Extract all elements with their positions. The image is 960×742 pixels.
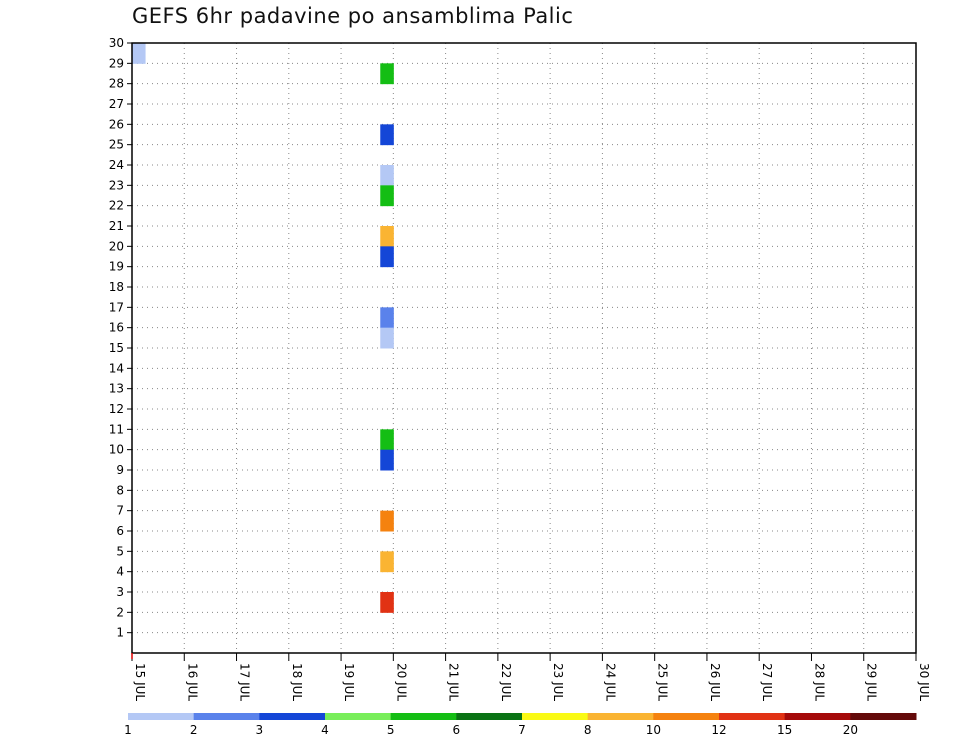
colorbar-segment	[325, 713, 392, 720]
x-tick-label: 17 JUL	[238, 663, 252, 701]
precip-cell	[380, 124, 394, 146]
y-tick-label: 14	[109, 361, 124, 375]
colorbar-segment	[456, 713, 523, 720]
x-tick-label: 27 JUL	[760, 663, 774, 701]
colorbar-segment	[784, 713, 851, 720]
precip-cell	[380, 551, 394, 573]
colorbar-segment	[587, 713, 654, 720]
colorbar-label: 4	[321, 723, 329, 737]
colorbar-segment	[719, 713, 786, 720]
x-tick-label: 19 JUL	[342, 663, 356, 701]
colorbar-label: 7	[518, 723, 526, 737]
y-tick-label: 5	[116, 544, 124, 558]
y-tick-label: 9	[116, 463, 124, 477]
y-tick-label: 3	[116, 585, 124, 599]
precip-cell	[132, 43, 146, 64]
y-tick-label: 30	[109, 36, 124, 50]
y-tick-label: 12	[109, 402, 124, 416]
x-tick-label: 18 JUL	[290, 663, 304, 701]
precip-cell	[380, 327, 394, 349]
y-axis-ticks: 1234567891011121314151617181920212223242…	[109, 36, 132, 640]
grid-lines	[132, 43, 916, 653]
precip-cell	[380, 449, 394, 471]
precip-cell	[380, 307, 394, 329]
x-tick-label: 16 JUL	[185, 663, 199, 701]
y-tick-label: 28	[109, 77, 124, 91]
y-tick-label: 10	[109, 443, 124, 457]
y-tick-label: 26	[109, 117, 124, 131]
y-tick-label: 20	[109, 239, 124, 253]
y-tick-label: 13	[109, 382, 124, 396]
y-tick-label: 16	[109, 321, 124, 335]
y-tick-label: 27	[109, 97, 124, 111]
y-tick-label: 11	[109, 422, 124, 436]
plot-frame	[131, 42, 917, 654]
y-tick-label: 4	[116, 565, 124, 579]
y-tick-label: 15	[109, 341, 124, 355]
y-tick-label: 8	[116, 483, 124, 497]
y-tick-label: 23	[109, 178, 124, 192]
x-axis-ticks: 15 JUL 16 JUL 17 JUL 18 JUL 19 JUL 20 JUL 21 J…	[131, 653, 931, 701]
y-tick-label: 2	[116, 605, 124, 619]
colorbar-label: 20	[843, 723, 858, 737]
colorbar-label: 3	[256, 723, 264, 737]
y-tick-label: 7	[116, 504, 124, 518]
precip-cell	[380, 429, 394, 451]
chart-title: GEFS 6hr padavine po ansamblima Palic	[132, 4, 574, 28]
colorbar-segment	[522, 713, 589, 720]
colorbar-segment	[390, 713, 457, 720]
precip-cell	[380, 185, 394, 207]
x-tick-label: 22 JUL	[499, 663, 513, 701]
y-tick-label: 6	[116, 524, 124, 538]
y-tick-label: 29	[109, 56, 124, 70]
colorbar-label: 5	[387, 723, 395, 737]
colorbar-label: 1	[124, 723, 132, 737]
y-tick-label: 25	[109, 138, 124, 152]
colorbar-label: 12	[711, 723, 726, 737]
colorbar-label: 10	[646, 723, 661, 737]
colorbar-legend: 1 2 3 4 5 6 7 8 10 12 15 20	[124, 713, 917, 737]
precip-cell	[380, 226, 394, 247]
x-tick-label: 25 JUL	[656, 663, 670, 701]
colorbar-segment	[653, 713, 720, 720]
colorbar-segment	[259, 713, 326, 720]
precip-cell	[380, 63, 394, 85]
y-tick-label: 17	[109, 300, 124, 314]
x-tick-label: 21 JUL	[447, 663, 461, 701]
y-tick-label: 18	[109, 280, 124, 294]
y-tick-label: 21	[109, 219, 124, 233]
y-tick-label: 19	[109, 260, 124, 274]
colorbar-label: 15	[777, 723, 792, 737]
precip-cell	[380, 592, 394, 613]
x-tick-label: 20 JUL	[394, 663, 408, 701]
x-tick-label: 23 JUL	[551, 663, 565, 701]
x-tick-label: 24 JUL	[603, 663, 617, 701]
colorbar-label: 8	[584, 723, 592, 737]
precip-cell	[380, 165, 394, 186]
x-tick-label: 15 JUL	[133, 663, 147, 701]
x-tick-label: 30 JUL	[917, 663, 931, 701]
colorbar-label: 2	[190, 723, 198, 737]
colorbar-segment	[128, 713, 195, 720]
colorbar-label: 6	[453, 723, 461, 737]
y-tick-label: 22	[109, 199, 124, 213]
y-tick-label: 1	[116, 626, 124, 640]
precip-cell	[380, 510, 394, 532]
colorbar-segment	[850, 713, 917, 720]
x-tick-label: 29 JUL	[865, 663, 879, 701]
precip-cell	[380, 246, 394, 268]
x-tick-label: 26 JUL	[708, 663, 722, 701]
y-tick-label: 24	[109, 158, 124, 172]
precipitation-cells	[132, 43, 394, 613]
x-tick-label: 28 JUL	[812, 663, 826, 701]
colorbar-segment	[193, 713, 260, 720]
